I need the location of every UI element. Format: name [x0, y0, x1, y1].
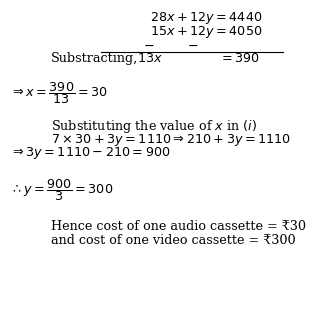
Text: Hence cost of one audio cassette = ₹30: Hence cost of one audio cassette = ₹30 — [51, 220, 306, 233]
Text: $= 390$: $= 390$ — [219, 52, 260, 64]
Text: and cost of one video cassette = ₹300: and cost of one video cassette = ₹300 — [51, 234, 295, 247]
Text: $\therefore y = \dfrac{900}{3} = 300$: $\therefore y = \dfrac{900}{3} = 300$ — [10, 177, 113, 203]
Text: $15x + 12y = 4050$: $15x + 12y = 4050$ — [150, 24, 262, 40]
Text: $28x + 12y = 4440$: $28x + 12y = 4440$ — [150, 10, 262, 26]
Text: $-$: $-$ — [187, 39, 198, 52]
Text: $13x$: $13x$ — [137, 52, 163, 64]
Text: $\Rightarrow 3y = 1110 - 210 = 900$: $\Rightarrow 3y = 1110 - 210 = 900$ — [10, 145, 170, 161]
Text: $\Rightarrow x = \dfrac{390}{13} = 30$: $\Rightarrow x = \dfrac{390}{13} = 30$ — [10, 79, 108, 106]
Text: Substituting the value of $x$ in $(i)$: Substituting the value of $x$ in $(i)$ — [51, 117, 257, 135]
Text: $-$: $-$ — [143, 39, 154, 52]
Text: Substracting,: Substracting, — [51, 52, 138, 64]
Text: $7 \times 30 + 3y = 1110 \Rightarrow 210 + 3y = 1110$: $7 \times 30 + 3y = 1110 \Rightarrow 210… — [51, 132, 291, 148]
